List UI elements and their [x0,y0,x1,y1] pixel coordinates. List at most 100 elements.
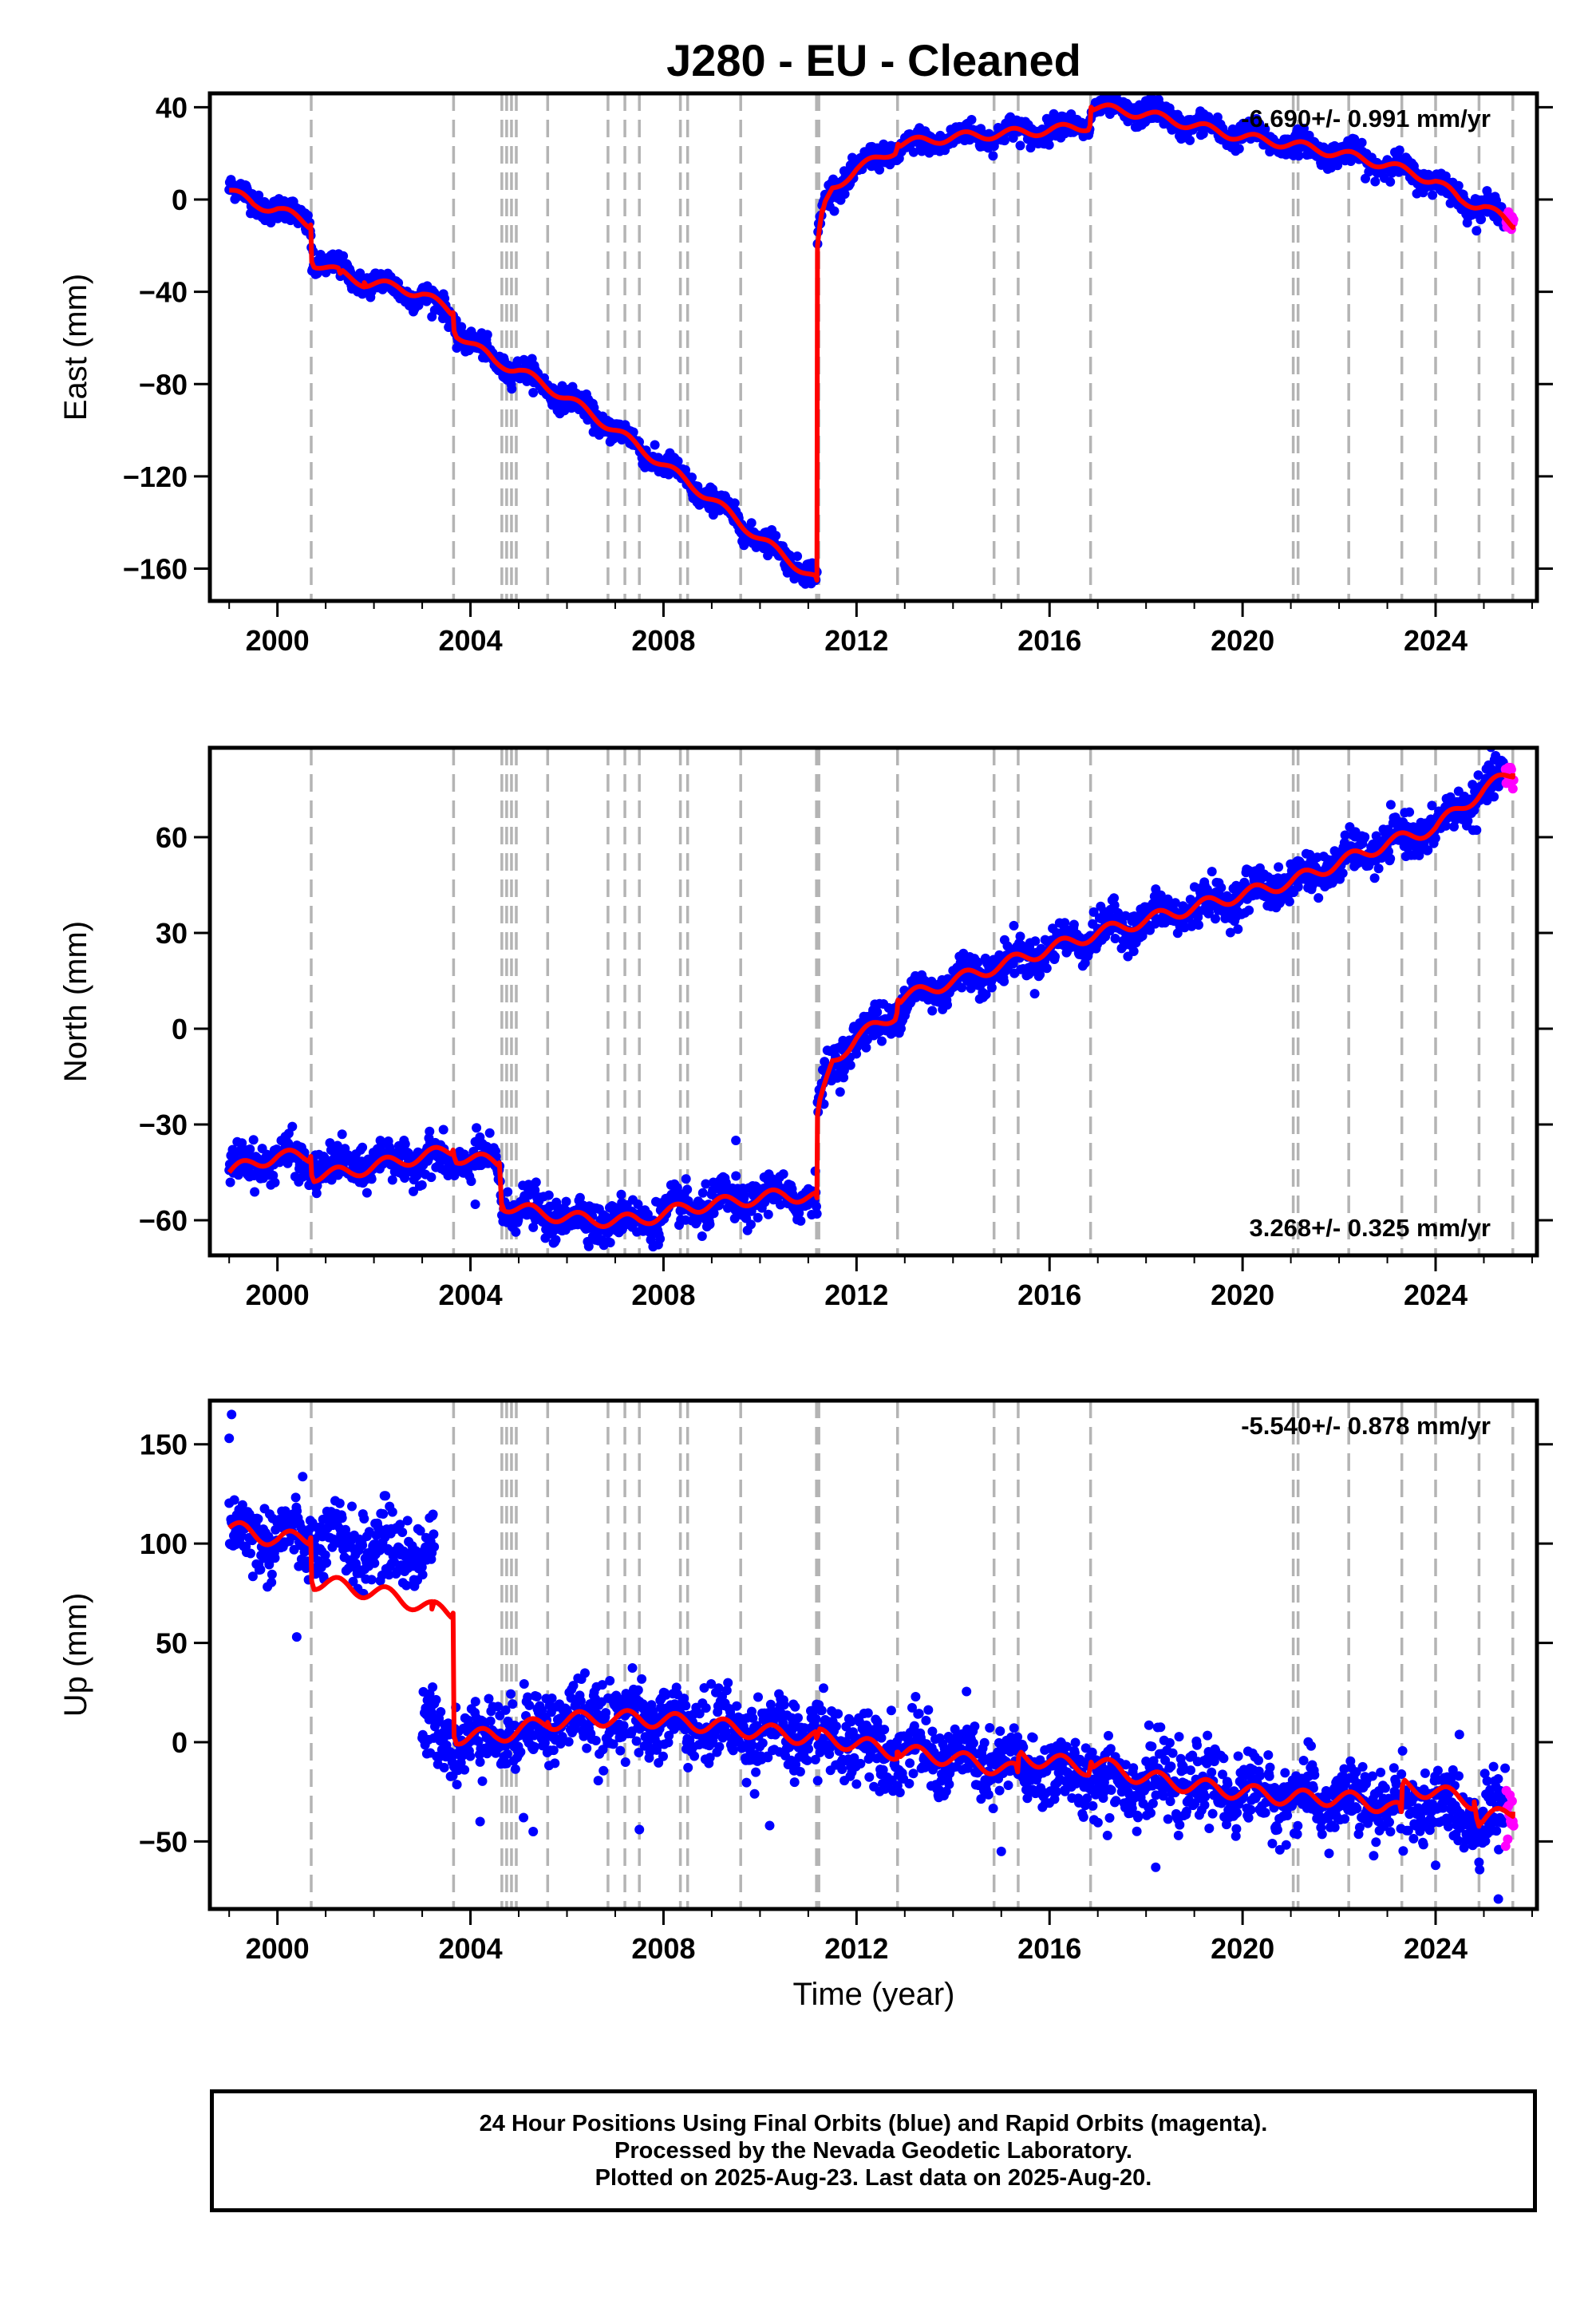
data-point [763,1209,773,1219]
data-point [796,1215,806,1226]
data-point [1463,816,1473,826]
x-tick-label: 2016 [1017,624,1081,657]
data-point [1194,920,1203,930]
data-point [746,1219,756,1230]
data-point [514,1211,523,1222]
data-points [224,93,1519,589]
data-point [655,1234,666,1244]
data-point [1015,140,1025,151]
data-point [1369,873,1380,883]
data-point [673,456,683,466]
data-point [829,206,839,216]
data-point [1035,970,1045,980]
data-point [705,1219,715,1230]
data-point [999,136,1009,146]
data-point [1211,914,1220,924]
data-point [1274,862,1284,872]
y-tick-label: −80 [139,368,188,401]
data-point [1473,770,1483,781]
y-tick-label: −30 [139,1109,188,1141]
data-point [839,1073,849,1083]
data-point [731,1171,741,1181]
data-point [378,1509,389,1519]
data-point [426,1172,437,1183]
data-point [366,1174,377,1184]
y-axis-label: East (mm) [58,274,93,421]
data-point [1293,882,1303,892]
data-point [701,1179,711,1189]
data-point [575,1192,585,1203]
data-point [1128,947,1139,956]
data-point [1489,792,1499,802]
data-point [771,531,781,541]
data-point [1015,931,1025,942]
data-point [247,1571,258,1582]
data-point [877,1036,887,1046]
data-point [438,1124,448,1135]
data-point [530,1185,540,1196]
data-point [1109,900,1120,911]
data-point [1427,800,1437,811]
data-point [1294,151,1304,161]
data-point [681,1174,691,1184]
data-point [1233,924,1243,935]
y-tick-label: 0 [172,184,188,216]
x-tick-label: 2004 [439,624,503,657]
x-tick-label: 2000 [246,1279,310,1311]
data-point [412,1171,422,1181]
data-point [1216,883,1227,893]
data-point [729,1213,740,1223]
data-point [254,190,264,200]
data-point [397,1528,408,1537]
data-point [986,982,997,993]
data-point [1009,920,1019,931]
x-tick-label: 2020 [1211,1279,1274,1311]
data-point [812,1201,821,1211]
data-point [1060,918,1070,928]
plot-frame [207,745,1539,1258]
data-point [551,1235,561,1245]
data-point [237,1138,247,1148]
y-tick-label: 40 [156,91,188,124]
data-point [1385,853,1396,864]
data-point [740,1191,749,1201]
data-point [1472,226,1482,236]
data-point [528,388,539,397]
data-point [237,1500,247,1510]
data-point [650,440,660,450]
data-point [507,384,517,394]
y-axis-label: North (mm) [58,921,93,1082]
data-point [511,1227,521,1237]
data-point [1163,894,1173,904]
data-point [320,1550,330,1560]
north-panel: 2000 2004 2008 2012 2016 2020 2024−60−3003060N… [58,745,1553,1311]
data-point [1041,963,1052,974]
data-point [255,1564,266,1575]
x-tick-label: 2008 [631,624,695,657]
data-point [812,1209,822,1219]
data-point [347,1501,357,1512]
data-point [957,982,967,993]
data-point [1404,807,1415,817]
data-point [1476,214,1487,224]
data-point [245,1144,255,1154]
data-point [387,1507,397,1517]
data-point [233,1170,243,1180]
data-point [1050,951,1060,962]
data-point [1373,864,1384,874]
data-point [290,1492,301,1503]
data-point [583,1241,594,1251]
x-tick-label: 2024 [1404,624,1468,657]
data-point [1113,907,1124,918]
y-tick-label: −40 [139,276,188,309]
data-point [355,268,365,279]
data-point [401,1580,412,1591]
data-point [1207,867,1217,877]
data-point [1008,132,1018,143]
data-point [348,1576,358,1587]
y-tick-label: 0 [172,1013,188,1045]
data-point [682,1184,693,1195]
data-point [753,1212,763,1223]
data-point [358,1142,368,1152]
data-point [287,1121,298,1132]
